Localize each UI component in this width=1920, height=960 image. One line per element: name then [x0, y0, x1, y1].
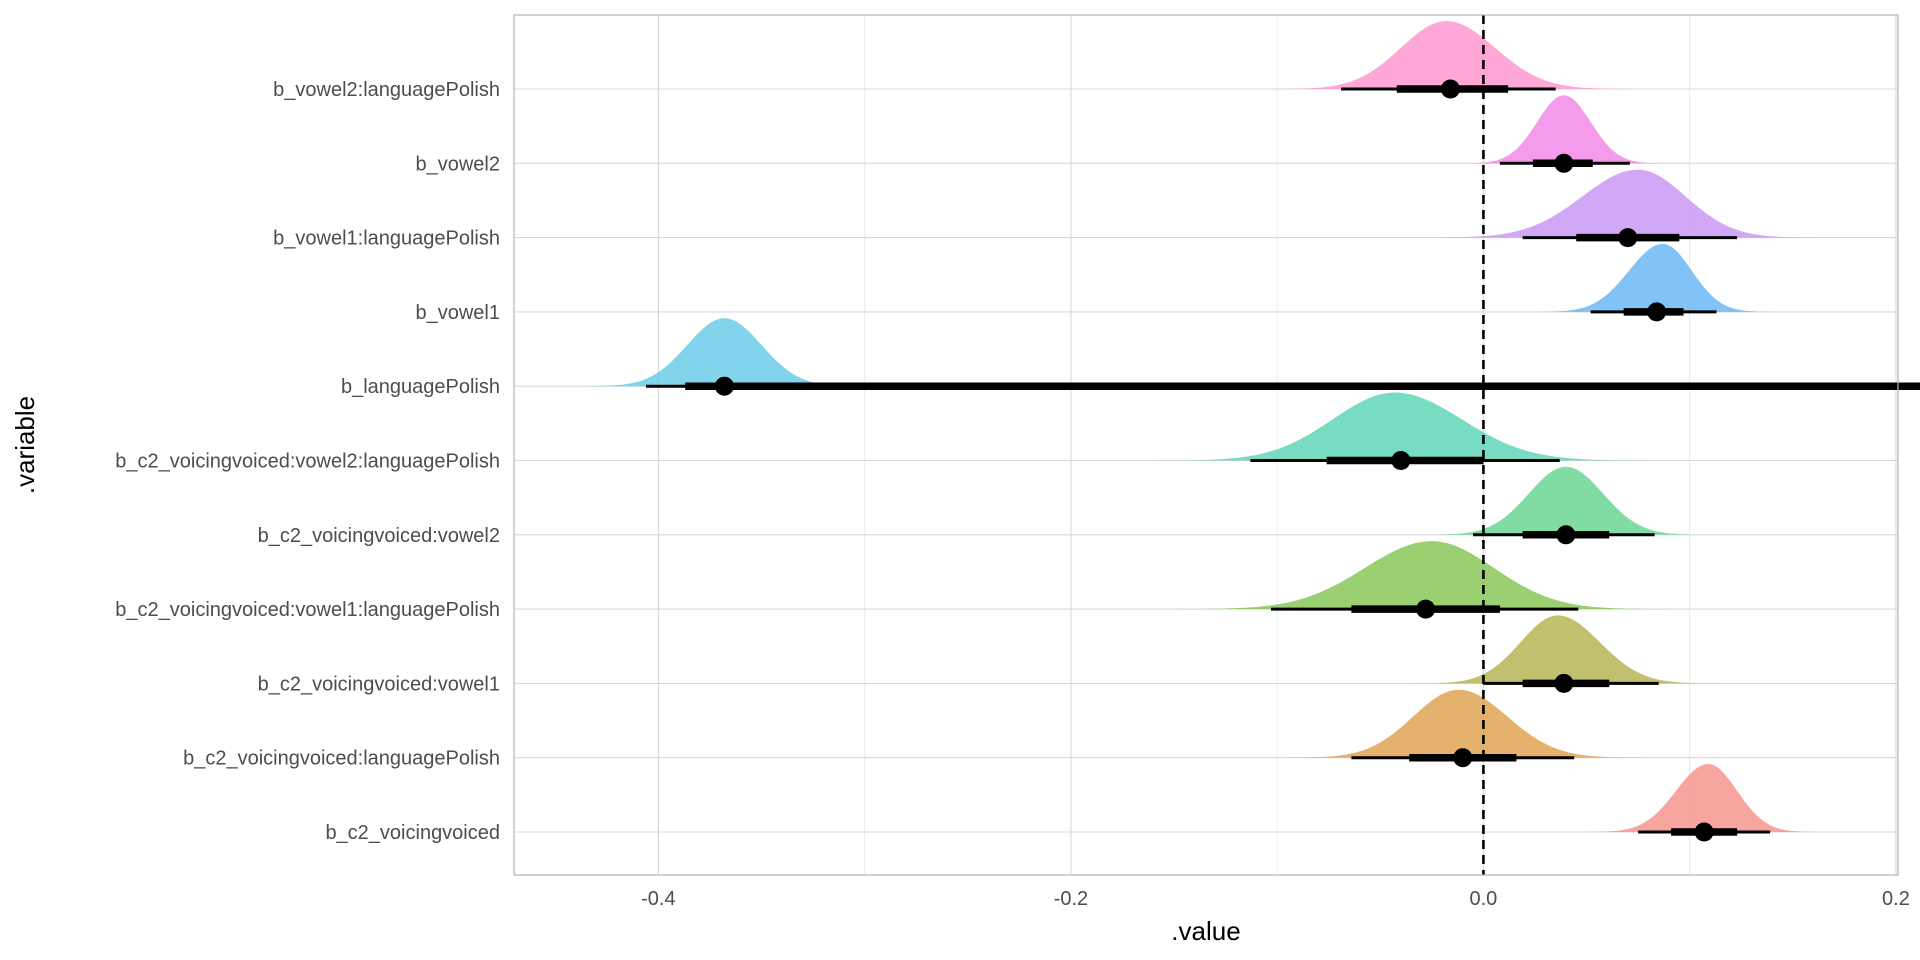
y-tick-label: b_c2_voicingvoiced:languagePolish	[183, 748, 500, 770]
median-point-4	[1647, 302, 1667, 322]
y-tick-label: b_vowel1:languagePolish	[273, 228, 500, 250]
median-point-11	[1694, 822, 1714, 842]
density-4	[1541, 243, 1785, 312]
median-point-10	[1453, 748, 1473, 768]
density-6	[1134, 392, 1655, 461]
median-point-2	[1554, 153, 1574, 173]
density-10	[1268, 689, 1650, 758]
density-5	[568, 318, 881, 387]
y-tick-label: b_languagePolish	[341, 376, 500, 398]
y-tick-label: b_c2_voicingvoiced:vowel2:languagePolish	[115, 451, 500, 473]
y-tick-label: b_c2_voicingvoiced	[325, 822, 500, 844]
x-tick-label: -0.4	[641, 888, 675, 910]
density-11	[1587, 764, 1830, 832]
y-tick-label: b_c2_voicingvoiced:vowel1:languagePolish	[115, 599, 500, 621]
median-point-7	[1556, 525, 1576, 545]
y-tick-label: b_c2_voicingvoiced:vowel1	[258, 673, 500, 695]
median-point-6	[1391, 451, 1411, 470]
density-3	[1438, 169, 1838, 238]
density-1	[1255, 21, 1637, 89]
median-point-8	[1416, 599, 1436, 619]
x-tick-label: 0.0	[1470, 888, 1498, 910]
density-9	[1401, 615, 1714, 684]
median-point-9	[1554, 673, 1574, 693]
y-tick-label: b_c2_voicingvoiced:vowel2	[258, 525, 500, 547]
y-axis-title: .variable	[10, 396, 40, 494]
y-tick-label: b_vowel1	[415, 302, 500, 324]
density-2	[1451, 95, 1677, 164]
y-tick-labels: b_vowel2:languagePolish b_vowel2 b_vowel1:…	[115, 79, 500, 844]
y-tick-label: b_vowel2:languagePolish	[273, 79, 500, 101]
interval-layer	[646, 79, 1920, 842]
x-tick-label: -0.2	[1054, 888, 1088, 910]
density-7	[1410, 466, 1722, 535]
y-tick-label: b_vowel2	[415, 153, 500, 175]
x-axis-title: .value	[1171, 916, 1240, 946]
x-tick-labels: -0.4 -0.2 0.0 0.2	[641, 888, 1910, 910]
median-point-5	[714, 376, 734, 396]
x-tick-label: 0.2	[1882, 888, 1910, 910]
median-point-3	[1618, 228, 1638, 248]
density-layer	[568, 21, 1838, 832]
density-8	[1172, 541, 1692, 610]
median-point-1	[1440, 79, 1460, 99]
panel-border	[513, 14, 1899, 876]
